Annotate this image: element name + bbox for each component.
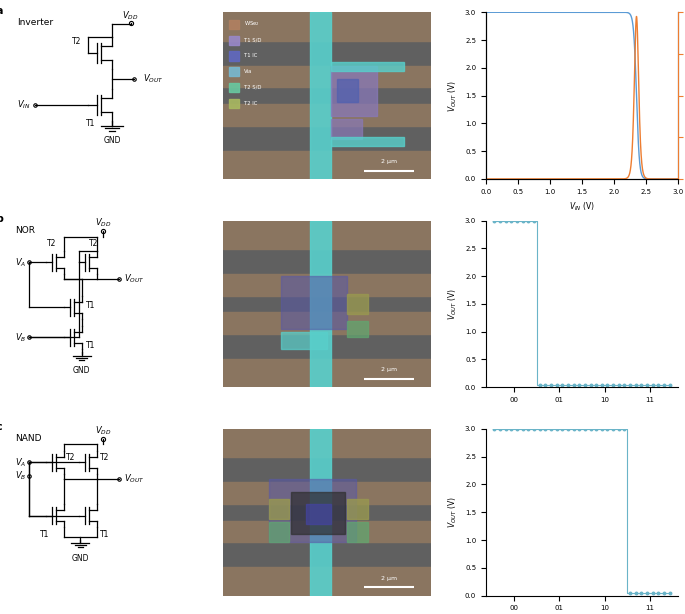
Bar bbox=[223, 150, 430, 179]
Text: GND: GND bbox=[103, 136, 121, 146]
Text: $V_{DD}$: $V_{DD}$ bbox=[95, 216, 112, 229]
Bar bbox=[310, 12, 331, 179]
Bar bbox=[223, 521, 430, 542]
Text: a: a bbox=[0, 6, 3, 15]
Y-axis label: $V_{OUT}$ (V): $V_{OUT}$ (V) bbox=[447, 496, 460, 528]
Bar bbox=[269, 499, 289, 519]
Text: GND: GND bbox=[73, 367, 90, 375]
Y-axis label: $V_{OUT}$ (V): $V_{OUT}$ (V) bbox=[447, 288, 460, 320]
Bar bbox=[331, 66, 377, 115]
Text: 2 μm: 2 μm bbox=[381, 367, 397, 372]
Bar bbox=[223, 482, 430, 504]
Text: T1 S/D: T1 S/D bbox=[244, 37, 261, 42]
Bar bbox=[229, 83, 240, 92]
Bar bbox=[229, 99, 240, 108]
Text: T2 S/D: T2 S/D bbox=[244, 85, 261, 90]
X-axis label: $V_{IN}$ (V): $V_{IN}$ (V) bbox=[569, 200, 595, 212]
Text: b: b bbox=[0, 214, 3, 224]
Text: T2 IC: T2 IC bbox=[244, 101, 257, 106]
Bar bbox=[223, 274, 430, 295]
Text: $V_B$: $V_B$ bbox=[15, 469, 27, 482]
Bar bbox=[229, 20, 240, 29]
Bar bbox=[337, 79, 358, 103]
Text: $V_{IN}$: $V_{IN}$ bbox=[16, 99, 30, 111]
Text: $V_{OUT}$: $V_{OUT}$ bbox=[124, 473, 145, 485]
Text: WSe$_2$: WSe$_2$ bbox=[244, 20, 260, 28]
Text: $V_{DD}$: $V_{DD}$ bbox=[123, 9, 139, 21]
Bar bbox=[347, 499, 369, 519]
Text: T1: T1 bbox=[86, 119, 95, 128]
Text: T1: T1 bbox=[99, 530, 109, 538]
Bar bbox=[269, 523, 289, 542]
Text: T2: T2 bbox=[88, 239, 98, 248]
Bar bbox=[223, 66, 430, 87]
Text: $V_{OUT}$: $V_{OUT}$ bbox=[143, 72, 164, 85]
Bar bbox=[291, 492, 345, 534]
Bar bbox=[281, 276, 347, 329]
Bar bbox=[223, 429, 430, 457]
Text: $V_B$: $V_B$ bbox=[15, 331, 27, 343]
Bar bbox=[223, 313, 430, 334]
Bar bbox=[331, 119, 362, 139]
Bar bbox=[331, 138, 403, 146]
Text: $V_{DD}$: $V_{DD}$ bbox=[95, 425, 112, 437]
Bar bbox=[281, 332, 327, 349]
Text: NOR: NOR bbox=[15, 225, 35, 235]
Text: GND: GND bbox=[72, 554, 89, 563]
Text: 2 μm: 2 μm bbox=[381, 159, 397, 164]
Bar bbox=[269, 479, 356, 542]
Text: Via: Via bbox=[244, 69, 252, 74]
Text: c: c bbox=[0, 422, 2, 432]
Bar bbox=[223, 12, 430, 41]
Bar bbox=[310, 220, 331, 387]
Text: NAND: NAND bbox=[15, 434, 42, 443]
Bar bbox=[306, 504, 331, 524]
Text: T1: T1 bbox=[86, 301, 95, 310]
Bar bbox=[347, 294, 369, 314]
Text: T1: T1 bbox=[86, 341, 95, 350]
Text: T2: T2 bbox=[99, 453, 109, 462]
Bar bbox=[310, 429, 331, 596]
Text: T1 IC: T1 IC bbox=[244, 53, 257, 58]
Text: $V_A$: $V_A$ bbox=[15, 456, 26, 468]
Bar bbox=[347, 321, 369, 337]
Text: 2 μm: 2 μm bbox=[381, 575, 397, 581]
Bar bbox=[347, 523, 369, 542]
Bar bbox=[229, 52, 240, 61]
Text: $V_A$: $V_A$ bbox=[15, 256, 26, 268]
Text: T1: T1 bbox=[40, 530, 49, 538]
Text: T2: T2 bbox=[66, 453, 75, 462]
Bar bbox=[223, 359, 430, 387]
Y-axis label: $V_{OUT}$ (V): $V_{OUT}$ (V) bbox=[447, 80, 460, 112]
Bar bbox=[229, 68, 240, 76]
Text: $V_{OUT}$: $V_{OUT}$ bbox=[124, 273, 145, 285]
Bar bbox=[223, 567, 430, 596]
Bar bbox=[229, 36, 240, 45]
Bar bbox=[223, 220, 430, 249]
Bar bbox=[223, 104, 430, 126]
Text: Inverter: Inverter bbox=[16, 18, 53, 27]
Bar bbox=[331, 62, 403, 71]
Text: T2: T2 bbox=[72, 37, 82, 47]
Text: T2: T2 bbox=[47, 239, 57, 248]
